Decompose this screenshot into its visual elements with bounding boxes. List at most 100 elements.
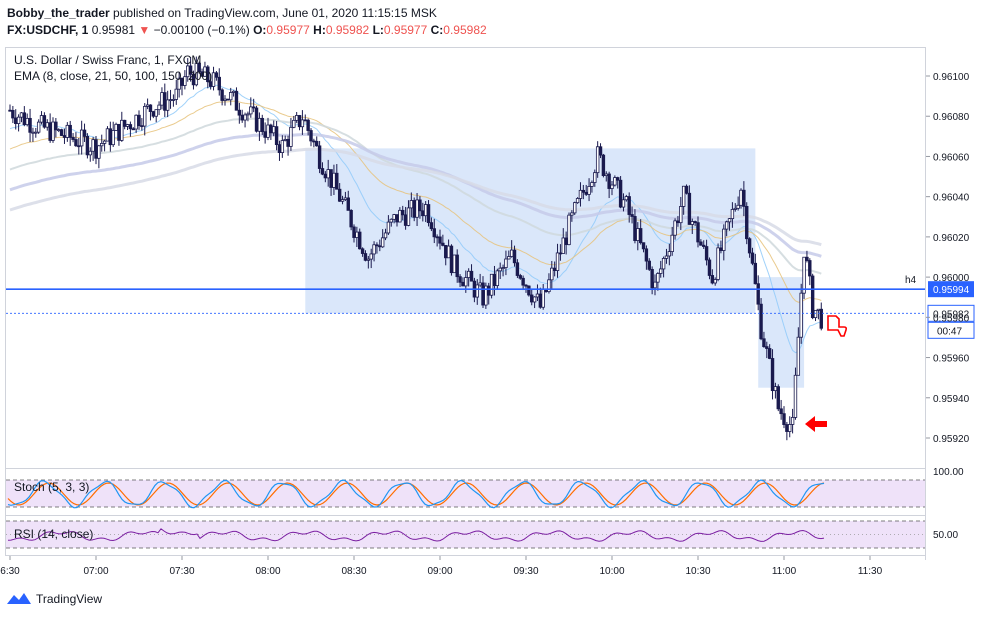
brand-name[interactable]: TradingView <box>36 592 103 606</box>
candle-body <box>260 117 264 133</box>
candle-body <box>297 115 302 128</box>
y-tick-label-8: 0.95940 <box>933 394 970 405</box>
candle-body <box>785 424 789 432</box>
candle-body <box>269 124 273 134</box>
stoch-scale-label: 100.00 <box>933 467 964 478</box>
candle-body <box>102 140 107 144</box>
candle-body <box>507 256 511 260</box>
candle-body <box>727 218 732 223</box>
candle-body <box>423 204 428 217</box>
candle-body <box>82 129 87 137</box>
candle-body <box>590 182 594 187</box>
candle-body <box>240 114 244 121</box>
candle-body <box>638 228 643 244</box>
candle-body <box>42 115 47 128</box>
candle-body <box>243 114 247 121</box>
stoch-d-line <box>7 482 825 506</box>
candle-body <box>197 62 201 73</box>
x-tick-label-5: 09:00 <box>427 566 452 577</box>
candle-body <box>45 122 49 128</box>
candle-body <box>418 199 422 212</box>
candle-body <box>512 249 517 264</box>
candle-body <box>22 112 27 126</box>
candle-body <box>79 129 84 147</box>
publish-line: Bobby_the_trader published on TradingVie… <box>7 5 487 22</box>
rsi-line <box>7 528 825 542</box>
candle-body <box>607 173 611 189</box>
candle-body <box>449 245 454 274</box>
candle-body <box>687 192 692 225</box>
candle-body <box>358 231 362 250</box>
candle-body <box>552 267 557 271</box>
candle-body <box>524 284 528 287</box>
candle-body <box>340 199 345 202</box>
candle-body <box>736 204 740 209</box>
candle-body <box>315 140 319 147</box>
candle-body <box>710 275 715 284</box>
candle-body <box>303 119 307 122</box>
candle-body <box>412 200 416 218</box>
candle-body <box>137 114 141 127</box>
candle-body <box>659 268 663 274</box>
candle-body <box>355 231 359 238</box>
candle-body <box>690 221 694 225</box>
candle-body <box>664 255 669 259</box>
candle-body <box>403 214 408 226</box>
candle-body <box>51 121 55 141</box>
candle-body <box>621 199 626 208</box>
candle-body <box>515 262 520 276</box>
low-value: 0.95977 <box>383 23 428 37</box>
candle-body <box>587 186 591 195</box>
candle-body <box>254 107 259 132</box>
candle-body <box>429 222 434 230</box>
candle-body <box>36 121 41 133</box>
candle-body <box>337 188 342 202</box>
candle-body <box>722 228 726 251</box>
candle-body <box>375 244 379 247</box>
candle-body <box>409 200 414 209</box>
ema-line-100 <box>9 117 822 275</box>
candle-body <box>670 234 674 252</box>
y-axis: 0.96100 0.96080 0.96060 0.96040 0.96020 0.960… <box>926 72 970 445</box>
candle-body <box>435 236 439 239</box>
candle-body <box>19 112 24 118</box>
arrow-left-icon <box>805 416 827 432</box>
candle-body <box>300 119 305 128</box>
countdown-tag <box>927 321 975 339</box>
y-tick-label-0: 0.96100 <box>933 72 970 83</box>
candle-body <box>527 285 531 296</box>
hline-layer: h4 0.95994 0.95982 00:47 <box>6 275 975 339</box>
candle-body <box>753 262 758 285</box>
candle-body <box>492 273 497 287</box>
candle-body <box>34 131 38 134</box>
tradingview-logo-icon[interactable] <box>6 592 32 606</box>
candle-body <box>97 145 101 159</box>
x-tick-label-3: 08:00 <box>255 566 280 577</box>
candle-body <box>558 252 563 255</box>
candle-body <box>157 104 161 111</box>
zone-box-1 <box>758 277 805 388</box>
candle-body <box>679 206 683 224</box>
candle-body <box>237 109 242 116</box>
candle-body <box>538 293 543 308</box>
candle-body <box>550 267 554 281</box>
candle-body <box>426 204 431 224</box>
candle-body <box>489 273 494 296</box>
candle-body <box>62 135 67 138</box>
candle-body <box>487 285 491 296</box>
candle-body <box>25 117 29 126</box>
candle-body <box>759 303 763 340</box>
candle-body <box>395 214 399 223</box>
candle-body <box>277 144 282 153</box>
candle-body <box>702 244 706 247</box>
candle-body <box>593 172 597 183</box>
candle-body <box>168 99 173 102</box>
open-value: 0.95977 <box>266 23 310 37</box>
candle-body <box>713 279 717 284</box>
author-name[interactable]: Bobby_the_trader <box>7 6 110 20</box>
candle-body <box>406 207 411 226</box>
candle-body <box>707 259 712 276</box>
rsi-scale-label: 50.00 <box>933 530 958 541</box>
candle-body <box>469 270 474 282</box>
